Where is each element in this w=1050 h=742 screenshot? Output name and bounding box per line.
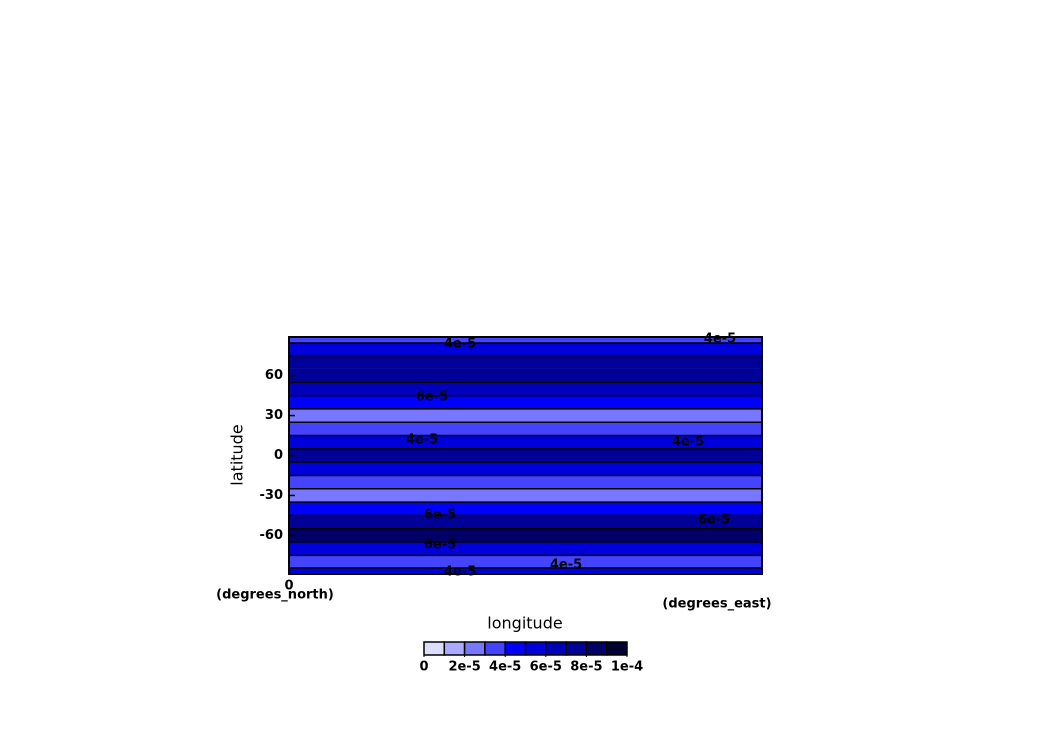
contour-band: [289, 475, 762, 489]
y-tick-label: 60: [265, 368, 283, 383]
colorbar-box: [545, 641, 567, 656]
contour-label: 4e-5: [550, 558, 582, 573]
contour-label: 6e-5: [698, 513, 730, 528]
colorbar-box: [504, 641, 527, 656]
y-axis-label: latitude: [228, 424, 247, 485]
contour-band: [289, 355, 762, 369]
contour-label: 6e-5: [416, 390, 448, 405]
contour-band: [289, 515, 762, 529]
contour-label: 4e-5: [444, 565, 476, 580]
contour-band: [289, 382, 762, 396]
colorbar-tick-label: 0: [419, 660, 428, 675]
y-tick-label: -30: [260, 488, 284, 503]
contour-band: [289, 337, 762, 343]
contour-label: 4e-5: [444, 337, 476, 352]
colorbar-box: [443, 641, 466, 656]
contour-band: [289, 462, 762, 476]
colorbar-box: [605, 641, 628, 656]
x-axis-label: longitude: [487, 614, 562, 633]
contour-band: [289, 542, 762, 556]
colorbar-box: [565, 641, 588, 656]
x-units: (degrees_east): [662, 597, 771, 612]
contour-label: 4e-5: [672, 435, 704, 450]
contour-label: 6e-5: [424, 538, 456, 553]
y-tick-label: 30: [265, 408, 283, 423]
colorbar-box: [524, 641, 547, 656]
colorbar-box: [585, 641, 608, 656]
contour-band: [289, 435, 762, 449]
contour-band: [289, 448, 762, 463]
y-units: (degrees_north): [216, 588, 334, 603]
colorbar-box: [423, 641, 446, 656]
contour-band: [289, 555, 762, 569]
colorbar-tick-label: 1e-4: [611, 660, 643, 675]
contour-band: [289, 528, 762, 543]
contour-band: [289, 342, 762, 356]
contour-label: 4e-5: [406, 433, 438, 448]
colorbar-tick-label: 4e-5: [489, 660, 521, 675]
contour-label: 6e-5: [424, 508, 456, 523]
x-tick-label: 0: [284, 579, 293, 594]
contour-band: [289, 502, 762, 516]
contour-label: 4e-5: [704, 332, 736, 347]
y-tick-label: -60: [260, 528, 284, 543]
colorbar-box: [484, 641, 506, 656]
colorbar-tick-label: 2e-5: [448, 660, 480, 675]
y-tick-label: 0: [274, 448, 283, 463]
colorbar-box: [463, 641, 486, 656]
colorbar-tick-label: 6e-5: [530, 660, 562, 675]
contour-band: [289, 408, 762, 423]
contour-band: [289, 488, 762, 503]
contour-band: [289, 568, 762, 574]
contour-band: [289, 422, 762, 436]
contour-band: [289, 368, 762, 383]
contour-band: [289, 395, 762, 409]
colorbar-tick-label: 8e-5: [570, 660, 602, 675]
